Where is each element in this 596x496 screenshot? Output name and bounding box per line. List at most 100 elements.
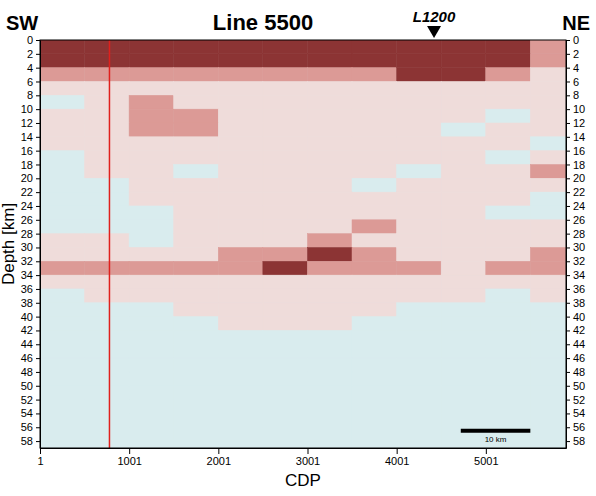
cell <box>441 358 486 372</box>
tick-label: 8 <box>573 89 579 101</box>
cell <box>218 275 263 289</box>
tick-label: 30 <box>21 241 33 253</box>
tick-label: 42 <box>573 324 585 336</box>
tick: 4 <box>27 62 40 74</box>
cell <box>84 247 129 261</box>
tick-label: 26 <box>21 214 33 226</box>
cell <box>129 275 174 289</box>
tick: 54 <box>566 407 585 419</box>
tick: 14 <box>21 131 40 143</box>
cell <box>84 164 129 178</box>
tick: 32 <box>21 255 40 267</box>
cell <box>530 151 566 165</box>
tick: 8 <box>566 89 579 101</box>
tick: 34 <box>566 269 585 281</box>
tick-label: 14 <box>21 131 33 143</box>
cell <box>218 427 263 441</box>
tick-mark <box>308 448 309 454</box>
cell <box>307 151 352 165</box>
tick-mark <box>486 448 487 454</box>
cell <box>263 261 308 275</box>
tick: 24 <box>21 200 40 212</box>
cell <box>263 289 308 303</box>
cell <box>397 344 442 358</box>
cell <box>218 95 263 109</box>
cell <box>129 400 174 414</box>
cell <box>441 413 486 427</box>
tick: 50 <box>21 380 40 392</box>
tick: 56 <box>21 421 40 433</box>
cell <box>397 372 442 386</box>
tick-mark <box>566 303 570 304</box>
cell <box>486 247 531 261</box>
tick-mark <box>36 400 40 401</box>
tick-mark <box>566 344 570 345</box>
tick-mark <box>36 358 40 359</box>
cell <box>307 220 352 234</box>
cell <box>397 441 442 448</box>
tick-label: 44 <box>21 338 33 350</box>
cell <box>84 54 129 68</box>
tick-mark <box>566 123 570 124</box>
cell <box>352 95 397 109</box>
cell <box>441 54 486 68</box>
cell <box>441 386 486 400</box>
tick-label: 46 <box>573 352 585 364</box>
tick-label: 52 <box>573 394 585 406</box>
cell <box>129 289 174 303</box>
tick-label: 22 <box>21 186 33 198</box>
tick: 44 <box>21 338 40 350</box>
cell <box>40 441 84 448</box>
cell <box>218 220 263 234</box>
cell <box>84 261 129 275</box>
tick-label: 32 <box>21 255 33 267</box>
tick: 48 <box>21 366 40 378</box>
tick-mark <box>566 247 570 248</box>
tick: 40 <box>566 311 585 323</box>
scale-bar-label: 10 km <box>485 435 507 444</box>
cell <box>530 358 566 372</box>
cell <box>441 289 486 303</box>
cell <box>40 220 84 234</box>
tick: 26 <box>21 214 40 226</box>
cell <box>397 192 442 206</box>
cell <box>441 303 486 317</box>
cell <box>530 123 566 137</box>
tick-label: 34 <box>21 269 33 281</box>
cell <box>530 330 566 344</box>
tick-label: 42 <box>21 324 33 336</box>
tick-label: 2 <box>27 48 33 60</box>
tick: 16 <box>21 145 40 157</box>
cell <box>307 109 352 123</box>
tick-mark <box>566 289 570 290</box>
tick: 36 <box>21 283 40 295</box>
cell <box>486 386 531 400</box>
y-axis-left-line <box>40 41 41 449</box>
cell <box>530 344 566 358</box>
tick-mark <box>566 413 570 414</box>
cell <box>307 95 352 109</box>
cell <box>40 303 84 317</box>
cell <box>84 386 129 400</box>
cell <box>174 220 219 234</box>
cell <box>441 81 486 95</box>
tick: 20 <box>566 172 585 184</box>
cell <box>218 317 263 331</box>
cell <box>397 261 442 275</box>
tick-label: 48 <box>21 366 33 378</box>
cell <box>174 68 219 82</box>
cell <box>307 289 352 303</box>
tick-label: 28 <box>573 228 585 240</box>
tick-mark <box>36 372 40 373</box>
cell <box>397 234 442 248</box>
cell <box>397 40 442 54</box>
cell <box>486 178 531 192</box>
tick-mark <box>566 441 570 442</box>
tick: 50 <box>566 380 585 392</box>
cell <box>40 427 84 441</box>
cell <box>530 109 566 123</box>
cell <box>174 109 219 123</box>
cell <box>397 427 442 441</box>
cell <box>84 372 129 386</box>
cell <box>352 275 397 289</box>
